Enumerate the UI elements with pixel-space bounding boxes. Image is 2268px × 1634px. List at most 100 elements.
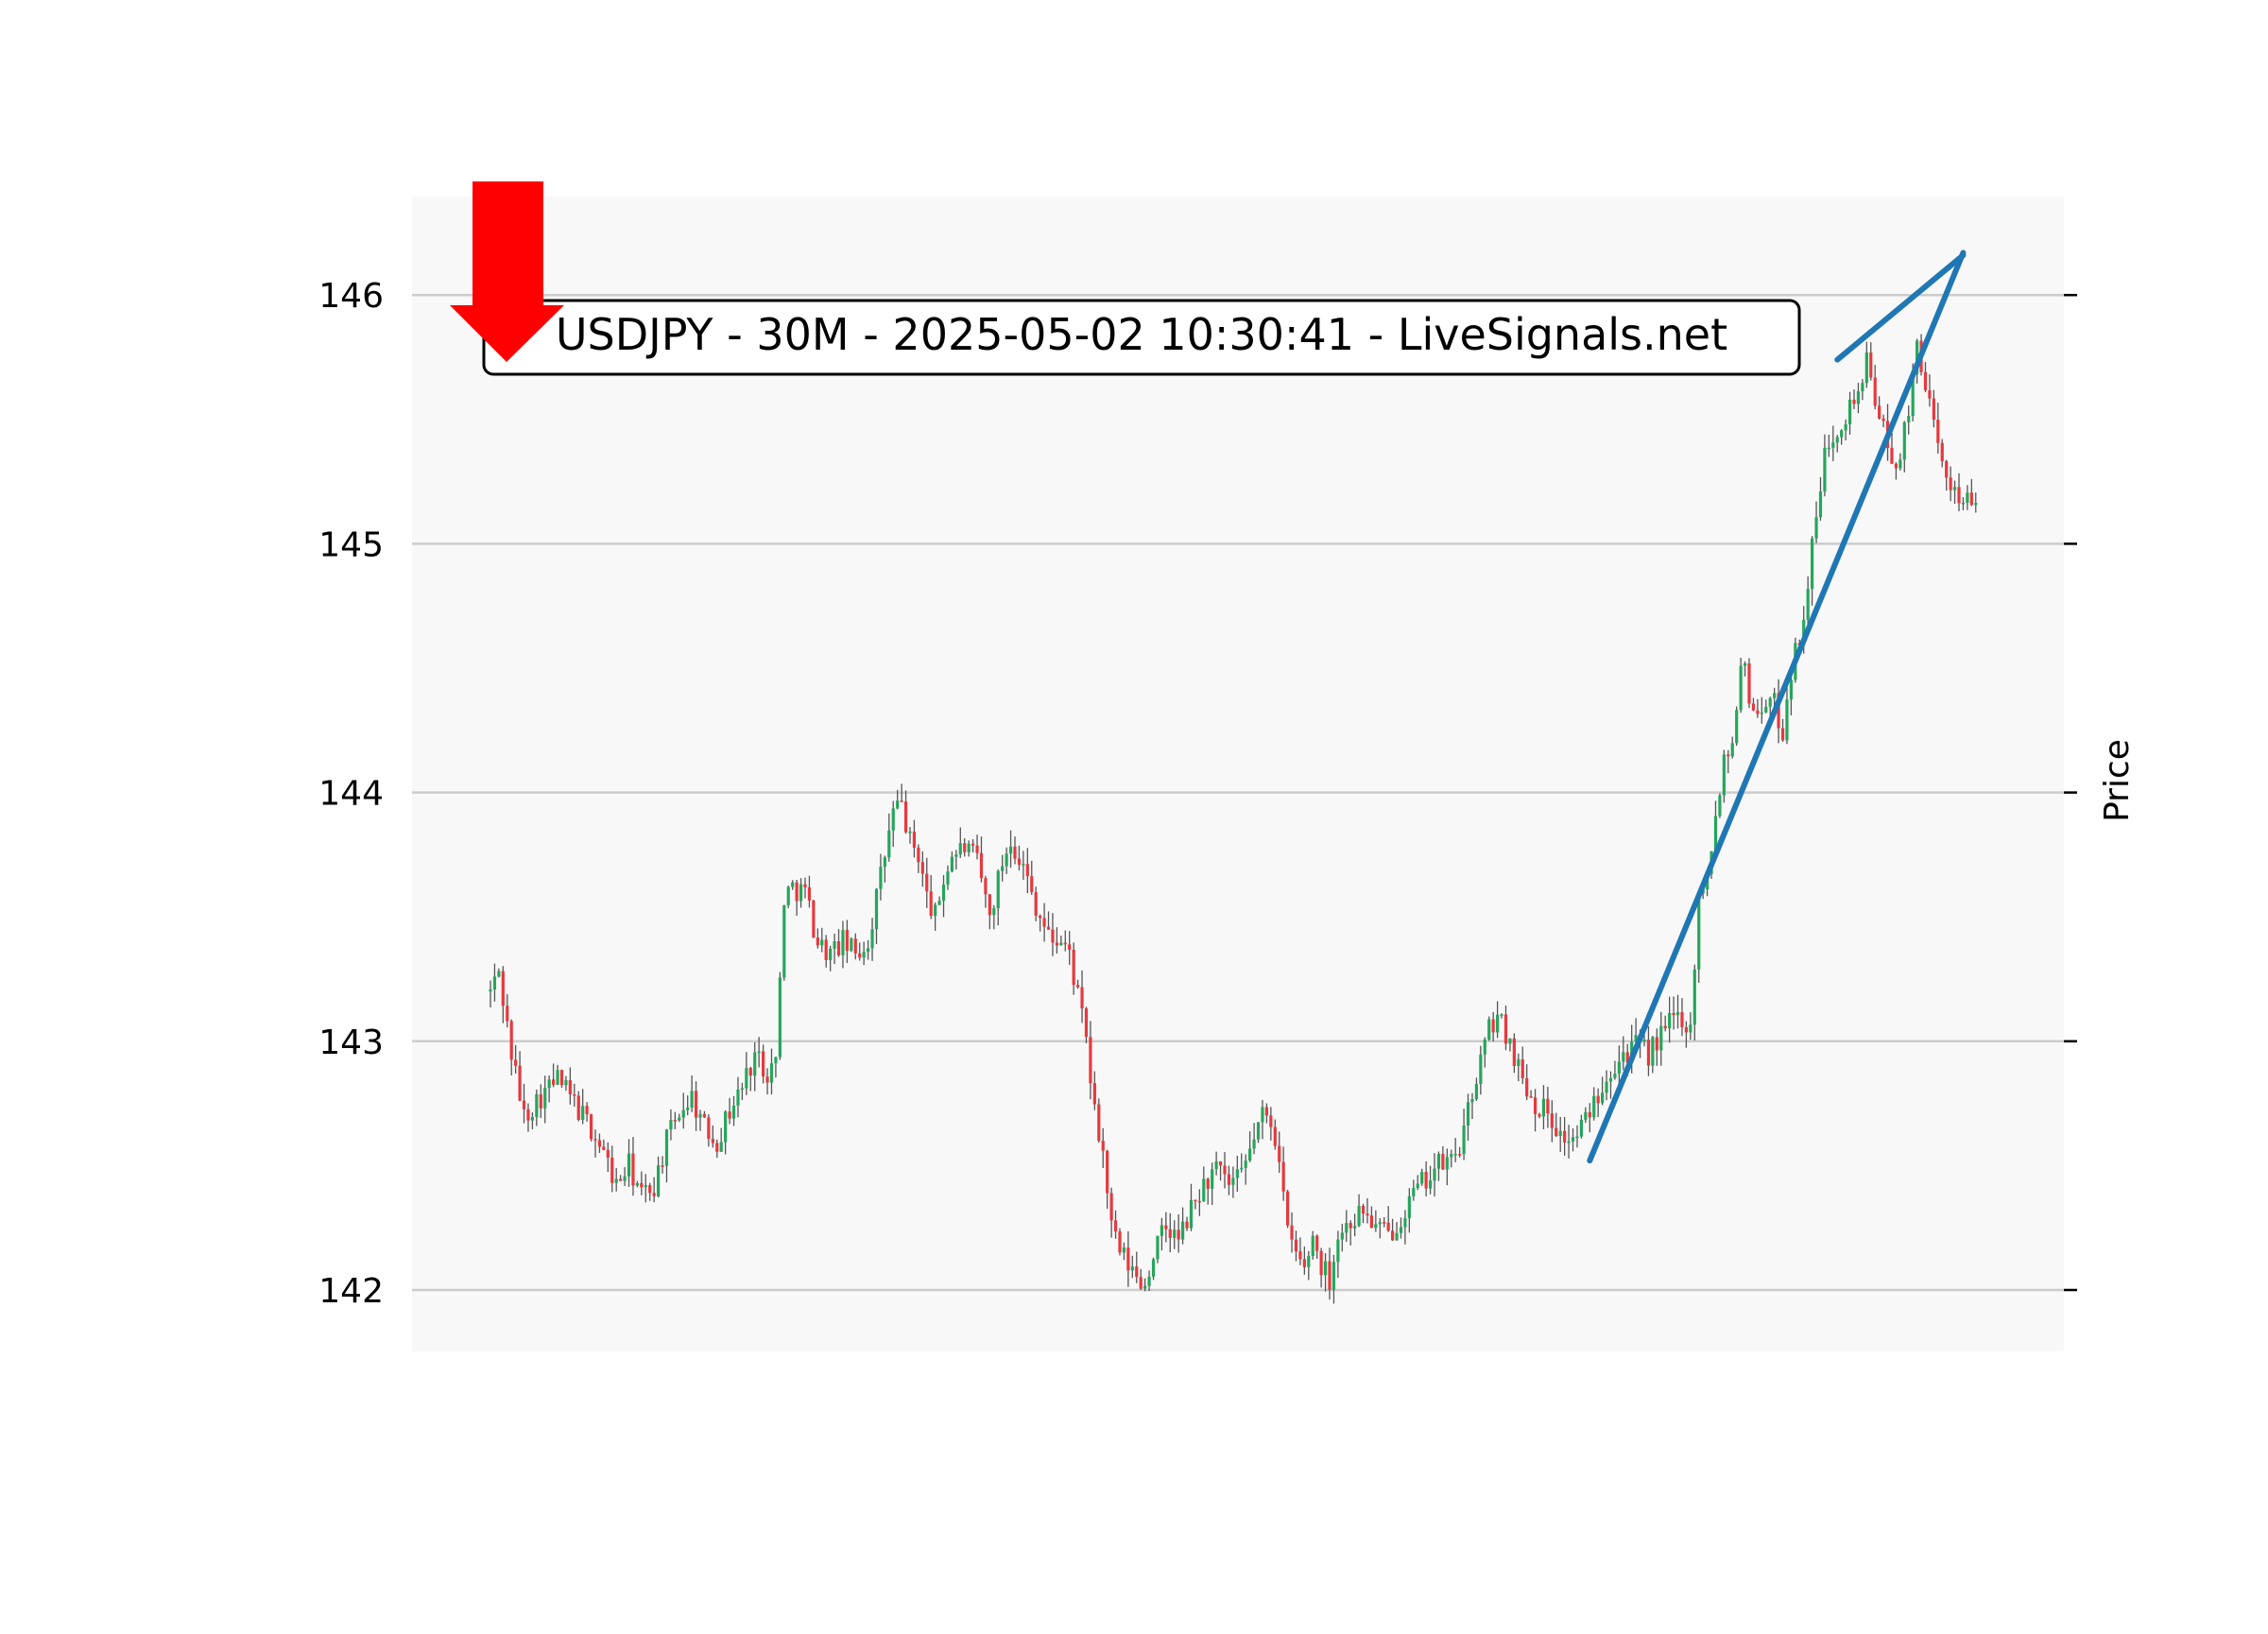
candle-up <box>1508 1038 1512 1044</box>
candle-up <box>698 1113 702 1118</box>
candle-up <box>1675 1012 1680 1016</box>
candle-down <box>707 1117 711 1140</box>
candle-down <box>1655 1037 1658 1051</box>
candle-up <box>1584 1111 1588 1120</box>
candle-down <box>1383 1222 1386 1224</box>
candle-down <box>845 930 849 952</box>
candle-up <box>1479 1054 1483 1084</box>
red-down-arrow-icon <box>450 181 564 362</box>
candle-down <box>1386 1222 1390 1231</box>
candle-down <box>1319 1250 1323 1276</box>
candle-down <box>1646 1040 1651 1066</box>
candle-down <box>573 1094 576 1096</box>
candle-down <box>715 1143 719 1152</box>
candle-down <box>661 1165 664 1167</box>
candle-up <box>678 1117 681 1121</box>
candle-down <box>522 1100 526 1109</box>
candle-up <box>1202 1178 1206 1202</box>
candle-down <box>1269 1115 1273 1127</box>
candle-down <box>585 1106 589 1115</box>
candle-up <box>1436 1153 1441 1169</box>
candle-down <box>1546 1098 1550 1114</box>
candle-up <box>1008 846 1013 854</box>
candle-up <box>535 1093 539 1117</box>
candle-down <box>762 1051 765 1077</box>
candle-down <box>920 862 924 874</box>
candle-up <box>1847 399 1852 424</box>
candle-down <box>1751 703 1756 711</box>
candle-up <box>1899 459 1902 469</box>
candle-up <box>1911 374 1915 417</box>
candle-up <box>799 884 803 902</box>
candle-up <box>874 888 879 930</box>
candle-up <box>1407 1195 1411 1219</box>
candle-down <box>1969 492 1973 506</box>
candle-down <box>1756 710 1760 714</box>
candle-down <box>728 1111 731 1119</box>
candle-down <box>1529 1096 1533 1098</box>
candle-up <box>657 1165 661 1196</box>
chart-title: USDJPY - 30M - 2025-05-02 10:30:41 - Liv… <box>556 309 1727 360</box>
candle-down <box>971 843 975 846</box>
candle-down <box>1315 1235 1319 1251</box>
candle-down <box>640 1182 644 1188</box>
candle-down <box>1294 1239 1298 1252</box>
candle-down <box>1072 949 1075 986</box>
candle-down <box>925 873 929 892</box>
candle-down <box>1076 985 1080 988</box>
candle-up <box>1462 1125 1466 1155</box>
candle-up <box>941 884 946 902</box>
candle-up <box>1814 517 1818 539</box>
candle-down <box>602 1146 606 1150</box>
candle-down <box>812 900 816 938</box>
candle-up <box>530 1116 534 1121</box>
candle-down <box>917 847 920 863</box>
candle-up <box>1861 383 1864 392</box>
candle-down <box>1101 1141 1105 1151</box>
candle-down <box>912 831 917 848</box>
candle-up <box>1902 421 1906 460</box>
candle-down <box>1366 1213 1369 1216</box>
candle-up <box>782 904 786 978</box>
trendline <box>1834 252 1967 363</box>
candle-down <box>979 852 984 879</box>
candle-up <box>1244 1161 1247 1168</box>
candle-up <box>1143 1285 1147 1289</box>
candle-up <box>1768 697 1772 707</box>
candle-down <box>1089 1037 1092 1084</box>
candle-up <box>686 1108 690 1110</box>
candle-up <box>1147 1276 1151 1286</box>
candle-up <box>1718 795 1722 817</box>
candle-down <box>1957 487 1961 504</box>
candle-down <box>963 843 967 852</box>
candle-down <box>1672 1012 1675 1016</box>
candle-down <box>1030 876 1034 893</box>
candle-down <box>1164 1225 1168 1230</box>
candle-up <box>1001 866 1005 871</box>
candle-down <box>807 886 812 901</box>
candle-up <box>1730 743 1734 757</box>
grid-lines <box>412 293 2064 1292</box>
candle-down <box>1424 1172 1428 1189</box>
candle-down <box>1361 1205 1366 1214</box>
candle-up <box>547 1079 551 1089</box>
candle-up <box>841 930 845 955</box>
candle-up <box>1697 893 1701 970</box>
candle-down <box>1512 1038 1516 1067</box>
candle-up <box>1466 1102 1470 1126</box>
candle-up <box>664 1129 669 1166</box>
candle-up <box>950 856 954 872</box>
candle-down <box>1936 420 1940 443</box>
candle-up <box>1378 1222 1382 1225</box>
candle-down <box>1126 1247 1130 1271</box>
candle-down <box>1097 1104 1101 1142</box>
trendline <box>1587 249 1967 1164</box>
candle-down <box>1113 1220 1118 1232</box>
candle-up <box>736 1089 740 1106</box>
candle-up <box>996 870 1000 909</box>
candle-up <box>1579 1119 1583 1137</box>
candle-down <box>1298 1251 1302 1260</box>
candle-up <box>1831 442 1835 448</box>
candle-down <box>1890 447 1894 464</box>
